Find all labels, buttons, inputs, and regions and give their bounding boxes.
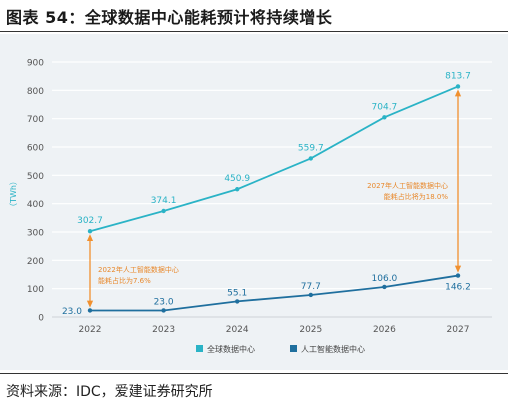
line-chart: 0 100 200 300 400 500 600 700 800 900 （TWh） 2022 202… — [9, 59, 492, 354]
ai-data-label: 106.0 — [372, 274, 398, 284]
total-series-point — [235, 187, 240, 192]
y-tick-label: 500 — [27, 172, 44, 182]
total-series-line — [89, 85, 459, 233]
y-tick-label: 300 — [27, 229, 44, 239]
total-series-point — [87, 229, 93, 234]
total-data-label: 704.7 — [372, 102, 398, 112]
y-tick-label: 0 — [38, 314, 44, 324]
figure-title: 图表 54：全球数据中心能耗预计将持续增长 — [6, 8, 333, 27]
x-tick-label: 2025 — [299, 325, 322, 335]
legend-swatch — [196, 345, 203, 352]
annotation-text: 能耗占比为7.6% — [98, 276, 151, 285]
ai-data-label: 55.1 — [227, 288, 247, 298]
x-tick-label: 2022 — [79, 325, 102, 335]
y-tick-label: 600 — [27, 144, 44, 154]
ai-series-point — [161, 308, 166, 313]
total-series-point — [161, 208, 166, 214]
legend-swatch — [290, 345, 297, 352]
legend-label: 全球数据中心 — [207, 344, 255, 354]
total-series-point — [382, 115, 387, 120]
y-tick-label: 100 — [27, 285, 44, 295]
y-tick-label: 400 — [27, 200, 44, 210]
ai-series-point — [382, 284, 387, 290]
total-series-point — [455, 84, 461, 89]
ai-data-label: 146.2 — [445, 283, 471, 293]
legend-label: 人工智能数据中心 — [301, 344, 365, 354]
x-tick-label: 2026 — [373, 325, 396, 335]
x-tick-label: 2027 — [447, 325, 470, 335]
total-data-label: 813.7 — [445, 71, 471, 81]
ai-series-point — [455, 273, 461, 278]
annotation-text: 2027年人工智能数据中心 — [367, 181, 448, 190]
x-tick-label: 2024 — [226, 325, 249, 335]
annotation-text: 能耗占比将为18.0% — [384, 192, 449, 201]
title-rule — [0, 31, 508, 32]
total-data-label: 450.9 — [224, 174, 250, 184]
ai-series-line — [90, 274, 459, 312]
chart-panel: 0 100 200 300 400 500 600 700 800 900 （TWh） 2022 202… — [0, 34, 508, 370]
ai-series-point — [235, 299, 240, 304]
source-rule — [0, 373, 508, 374]
total-data-label: 559.7 — [298, 143, 324, 153]
ai-data-label: 23.0 — [154, 297, 174, 307]
ai-data-label: 23.0 — [62, 307, 82, 317]
source-note: 资料来源：IDC，爱建证券研究所 — [6, 384, 213, 400]
y-axis-label: （TWh） — [9, 177, 18, 211]
total-data-label: 302.7 — [77, 216, 103, 226]
ai-data-label: 77.7 — [301, 282, 321, 292]
y-tick-label: 700 — [27, 115, 44, 125]
y-tick-label: 900 — [27, 59, 44, 69]
total-data-label: 374.1 — [151, 196, 177, 206]
ai-series-point — [87, 308, 93, 313]
y-tick-label: 200 — [27, 257, 44, 267]
total-series-point — [308, 156, 313, 161]
annotation-text: 2022年人工智能数据中心 — [98, 265, 179, 274]
y-tick-label: 800 — [27, 87, 44, 97]
ai-series-point — [308, 292, 313, 298]
x-tick-label: 2023 — [152, 325, 175, 335]
